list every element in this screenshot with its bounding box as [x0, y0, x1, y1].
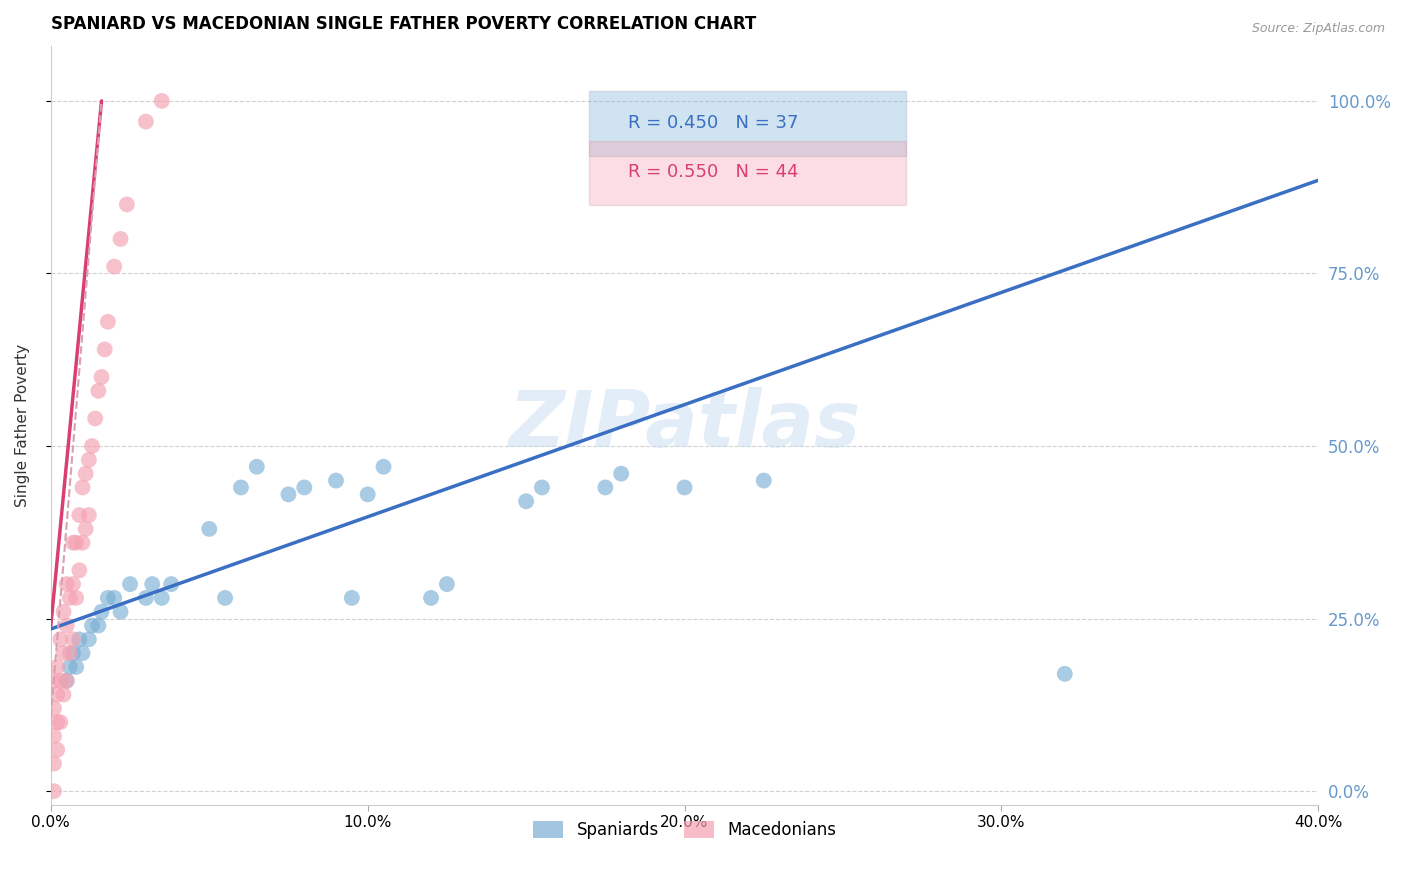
Macedonians	[46, 688, 69, 702]
Macedonians	[65, 535, 87, 549]
Macedonians	[75, 522, 97, 536]
Spaniards	[292, 480, 315, 494]
Macedonians	[42, 729, 65, 743]
Spaniards	[87, 618, 110, 632]
Spaniards	[214, 591, 236, 605]
Macedonians	[62, 577, 84, 591]
Spaniards	[373, 459, 395, 474]
Macedonians	[97, 315, 120, 329]
Spaniards	[436, 577, 458, 591]
Spaniards	[530, 480, 553, 494]
Spaniards	[77, 632, 100, 647]
Macedonians	[52, 605, 75, 619]
Macedonians	[67, 563, 90, 577]
Spaniards	[118, 577, 141, 591]
Spaniards	[150, 591, 173, 605]
Macedonians	[49, 632, 72, 647]
Macedonians	[77, 453, 100, 467]
Spaniards	[1053, 666, 1076, 681]
Spaniards	[97, 591, 120, 605]
Macedonians	[80, 439, 103, 453]
Spaniards	[90, 605, 112, 619]
Macedonians	[90, 370, 112, 384]
Spaniards	[72, 646, 94, 660]
Text: Source: ZipAtlas.com: Source: ZipAtlas.com	[1251, 22, 1385, 36]
Macedonians	[84, 411, 107, 425]
Spaniards	[198, 522, 221, 536]
Macedonians	[115, 197, 138, 211]
Spaniards	[246, 459, 269, 474]
Spaniards	[277, 487, 299, 501]
Macedonians	[55, 618, 77, 632]
Macedonians	[46, 715, 69, 730]
Text: R = 0.450   N = 37: R = 0.450 N = 37	[627, 114, 799, 132]
Macedonians	[52, 688, 75, 702]
Macedonians	[72, 480, 94, 494]
Macedonians	[46, 660, 69, 674]
Macedonians	[93, 343, 115, 357]
Macedonians	[42, 701, 65, 715]
Macedonians	[52, 646, 75, 660]
Macedonians	[46, 743, 69, 757]
Spaniards	[515, 494, 537, 508]
Spaniards	[160, 577, 183, 591]
Macedonians	[42, 673, 65, 688]
Spaniards	[55, 673, 77, 688]
Macedonians	[55, 673, 77, 688]
Macedonians	[72, 535, 94, 549]
Spaniards	[673, 480, 696, 494]
FancyBboxPatch shape	[589, 91, 907, 156]
Spaniards	[752, 474, 775, 488]
Macedonians	[59, 591, 82, 605]
Spaniards	[595, 480, 617, 494]
Spaniards	[229, 480, 252, 494]
Macedonians	[135, 114, 157, 128]
Macedonians	[110, 232, 132, 246]
Macedonians	[55, 577, 77, 591]
Spaniards	[610, 467, 633, 481]
Macedonians	[77, 508, 100, 522]
Spaniards	[67, 632, 90, 647]
Text: ZIPatlas: ZIPatlas	[509, 387, 860, 463]
Macedonians	[49, 715, 72, 730]
Spaniards	[59, 660, 82, 674]
Macedonians	[62, 535, 84, 549]
Macedonians	[150, 94, 173, 108]
Spaniards	[103, 591, 125, 605]
Macedonians	[87, 384, 110, 398]
Spaniards	[357, 487, 380, 501]
Macedonians	[67, 508, 90, 522]
Macedonians	[42, 784, 65, 798]
Macedonians	[62, 632, 84, 647]
Spaniards	[62, 646, 84, 660]
Spaniards	[135, 591, 157, 605]
Text: SPANIARD VS MACEDONIAN SINGLE FATHER POVERTY CORRELATION CHART: SPANIARD VS MACEDONIAN SINGLE FATHER POV…	[51, 15, 756, 33]
Spaniards	[80, 618, 103, 632]
Spaniards	[340, 591, 363, 605]
Spaniards	[110, 605, 132, 619]
Spaniards	[325, 474, 347, 488]
Macedonians	[59, 646, 82, 660]
Spaniards	[141, 577, 163, 591]
FancyBboxPatch shape	[589, 141, 907, 205]
Legend: Spaniards, Macedonians: Spaniards, Macedonians	[526, 814, 842, 846]
Macedonians	[75, 467, 97, 481]
Text: R = 0.550   N = 44: R = 0.550 N = 44	[627, 163, 799, 181]
Macedonians	[65, 591, 87, 605]
Spaniards	[420, 591, 443, 605]
Macedonians	[49, 673, 72, 688]
Y-axis label: Single Father Poverty: Single Father Poverty	[15, 343, 30, 507]
Macedonians	[42, 756, 65, 771]
Spaniards	[65, 660, 87, 674]
Macedonians	[103, 260, 125, 274]
